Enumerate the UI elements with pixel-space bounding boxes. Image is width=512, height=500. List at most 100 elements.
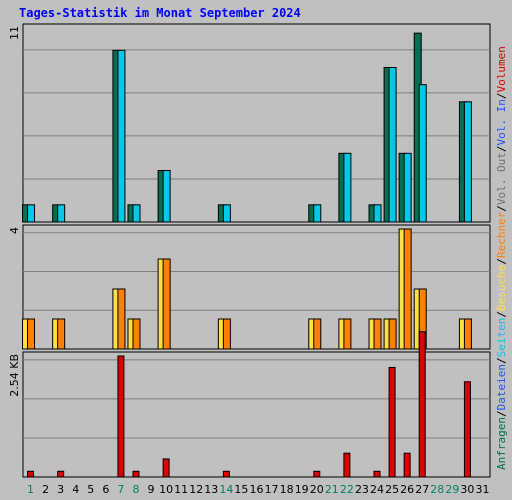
legend-entry: /	[495, 258, 508, 265]
x-tick-label: 31	[475, 483, 489, 496]
bar-rechner-26	[403, 228, 412, 350]
x-tick-label: 17	[265, 483, 279, 496]
legend-entry: /	[495, 205, 508, 212]
bar-volumen-14	[222, 470, 230, 478]
bar-seiten-27	[418, 84, 427, 223]
x-tick-label: 30	[460, 483, 474, 496]
bar-volumen-10	[162, 458, 170, 478]
bar-seiten-30	[463, 101, 472, 223]
legend-entry: Rechner	[495, 211, 508, 258]
y-max-label: 4	[8, 227, 21, 234]
legend-entry: /	[495, 92, 508, 99]
x-tick-label: 3	[57, 483, 64, 496]
x-tick-label: 15	[234, 483, 248, 496]
legend-entry: /	[495, 145, 508, 152]
legend-entry: Volumen	[495, 46, 508, 92]
x-tick-label: 2	[42, 483, 49, 496]
bar-volumen-26	[403, 452, 411, 478]
x-tick-label: 19	[295, 483, 309, 496]
bar-seiten-22	[343, 152, 352, 223]
bar-seiten-1	[27, 204, 36, 223]
x-tick-label: 25	[385, 483, 399, 496]
legend-entry: Dateien	[495, 364, 508, 410]
bar-rechner-20	[313, 318, 322, 350]
x-tick-label: 8	[132, 483, 139, 496]
x-tick-label: 6	[102, 483, 109, 496]
legend-entry: /	[495, 357, 508, 364]
x-tick-labels: 1 2 3 4 5 6 7 8 9 10 11 12 13 14 15 16 17 18 19 20 21 22 23 24 2…	[27, 483, 489, 496]
chart-title: Tages-Statistik im Monat September 2024	[19, 6, 301, 20]
x-tick-label: 9	[148, 483, 155, 496]
x-tick-label: 11	[174, 483, 188, 496]
x-tick-label: 20	[310, 483, 324, 496]
bar-volumen-1	[27, 470, 35, 478]
legend-entry: Besuche	[495, 265, 508, 311]
bar-rechner-30	[463, 318, 472, 350]
panel-frame	[22, 351, 491, 478]
panel-top	[22, 23, 491, 223]
bar-seiten-7	[117, 49, 126, 223]
side-legend: Anfragen/Dateien/Seiten/Besuche/Rechner/…	[495, 46, 508, 470]
bar-rechner-22	[343, 318, 352, 350]
x-tick-label: 29	[445, 483, 459, 496]
y-max-label: 11	[8, 26, 21, 40]
x-tick-label: 23	[355, 483, 369, 496]
bar-rechner-14	[222, 318, 231, 350]
panel-frame	[22, 23, 491, 223]
x-tick-label: 14	[219, 483, 233, 496]
bar-seiten-14	[222, 204, 231, 223]
bar-volumen-7	[117, 355, 125, 478]
x-tick-label: 27	[415, 483, 429, 496]
x-tick-label: 1	[27, 483, 34, 496]
bar-volumen-20	[313, 470, 321, 478]
legend-entry: Vol. In	[495, 99, 508, 145]
panel-middle	[22, 224, 491, 350]
legend-entry: /	[495, 410, 508, 417]
x-tick-label: 7	[117, 483, 124, 496]
bar-seiten-25	[388, 66, 397, 223]
bar-seiten-8	[132, 204, 141, 223]
y-axis-labels: 11 4 2.54 KB	[8, 26, 21, 397]
bar-seiten-10	[162, 169, 171, 223]
bar-volumen-30	[463, 381, 471, 478]
bar-rechner-25	[388, 318, 397, 350]
bar-seiten-24	[373, 204, 382, 223]
x-tick-label: 13	[204, 483, 218, 496]
bar-volumen-22	[343, 452, 351, 478]
panel-frame	[22, 224, 491, 350]
legend-entry: Seiten	[495, 318, 508, 358]
bar-rechner-24	[373, 318, 382, 350]
bar-seiten-20	[313, 204, 322, 223]
x-tick-label: 12	[189, 483, 203, 496]
x-tick-label: 21	[325, 483, 339, 496]
x-tick-label: 26	[400, 483, 414, 496]
bar-volumen-3	[57, 470, 65, 478]
x-tick-label: 22	[340, 483, 354, 496]
y-max-label: 2.54 KB	[8, 354, 21, 397]
bar-volumen-8	[132, 470, 140, 478]
legend-entry: Vol. Out	[495, 152, 508, 205]
bar-volumen-27	[418, 331, 426, 478]
legend-entry: Anfragen	[495, 417, 508, 470]
x-tick-label: 28	[430, 483, 444, 496]
bar-seiten-26	[403, 152, 412, 223]
x-tick-label: 4	[72, 483, 79, 496]
bar-volumen-25	[388, 366, 396, 478]
bar-rechner-1	[27, 318, 36, 350]
bar-volumen-24	[373, 470, 381, 478]
x-tick-label: 24	[370, 483, 384, 496]
bar-rechner-8	[132, 318, 141, 350]
bar-rechner-10	[162, 258, 171, 350]
x-tick-label: 5	[87, 483, 94, 496]
panel-bottom	[22, 331, 491, 478]
bar-rechner-7	[117, 288, 126, 350]
panels-group	[22, 23, 491, 478]
legend-entry: /	[495, 311, 508, 318]
bar-rechner-3	[57, 318, 66, 350]
x-tick-label: 10	[159, 483, 173, 496]
x-tick-label: 18	[280, 483, 294, 496]
bar-seiten-3	[57, 204, 66, 223]
x-tick-label: 16	[250, 483, 264, 496]
